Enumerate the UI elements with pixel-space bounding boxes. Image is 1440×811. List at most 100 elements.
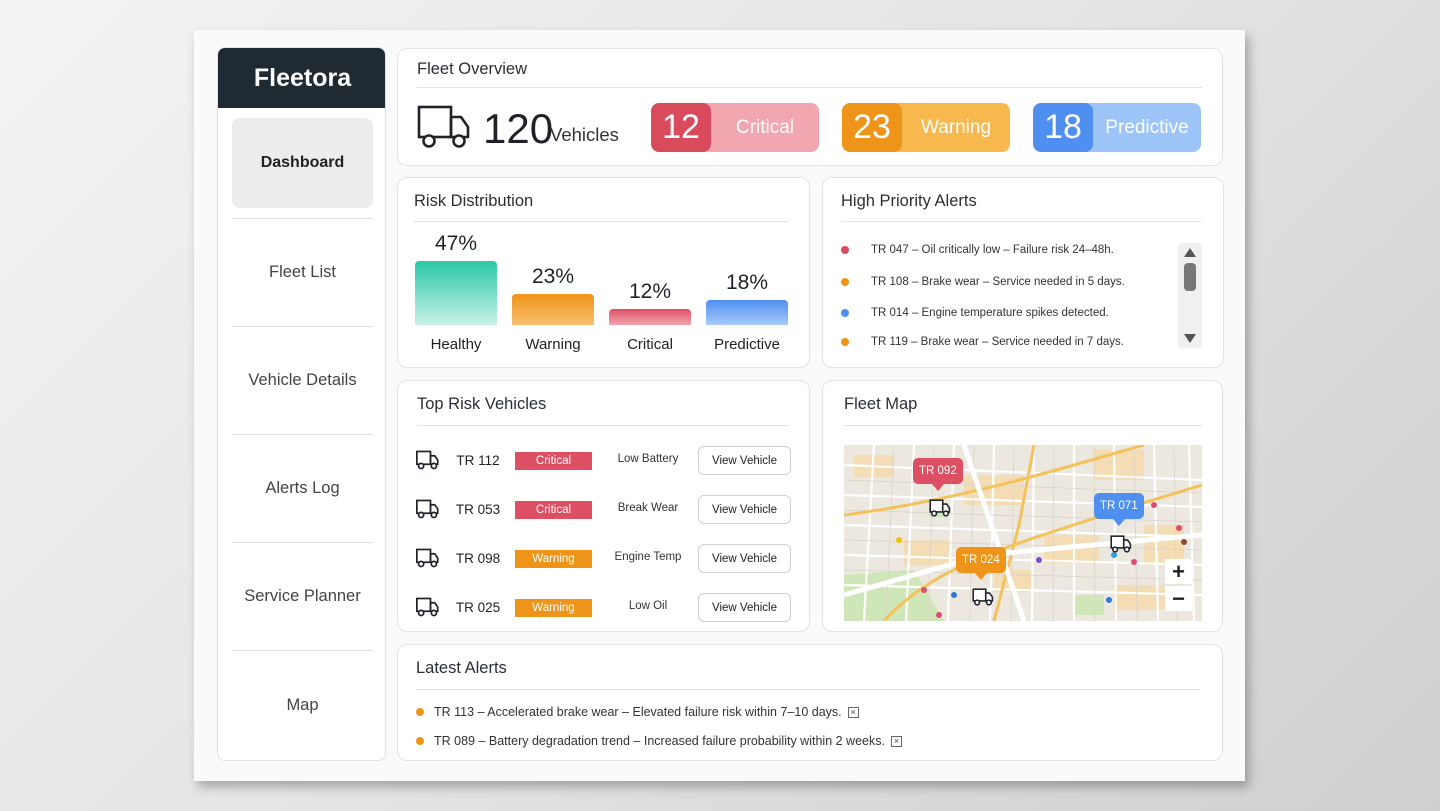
status-dot (841, 309, 849, 317)
status-dot (416, 737, 424, 745)
dismiss-icon[interactable]: × (847, 706, 859, 718)
truck-icon[interactable] (929, 499, 951, 522)
vehicle-id: TR 025 (455, 600, 501, 615)
fleet-overview-panel: Fleet Overview 120 Vehicles 12 Critical … (397, 48, 1223, 166)
pin-label: TR 071 (1100, 500, 1138, 512)
bar-predictive (706, 300, 788, 325)
scrollbar[interactable] (1178, 243, 1202, 348)
bar-value-label: 23% (531, 265, 575, 288)
map-pin-tr-092[interactable]: TR 092 (913, 458, 963, 491)
alert-item[interactable]: TR 047 – Oil critically low – Failure ri… (841, 244, 1114, 256)
bar-value-label: 47% (434, 232, 478, 255)
vehicle-id: TR 053 (455, 502, 501, 517)
map-pin-tr-071[interactable]: TR 071 (1094, 493, 1144, 526)
divider (416, 689, 1200, 690)
map-background (844, 445, 1202, 621)
alert-text: TR 108 – Brake wear – Service needed in … (871, 276, 1125, 288)
issue-text: Break Wear (617, 502, 679, 514)
issue-text: Low Oil (628, 600, 668, 612)
status-badge: Warning (515, 550, 592, 568)
bar-category-label: Healthy (430, 336, 482, 353)
critical-count: 12 (651, 103, 711, 152)
status-badge: Critical (515, 452, 592, 470)
sidebar-item-alerts-log[interactable]: Alerts Log (265, 478, 340, 497)
scroll-down-arrow-icon[interactable] (1184, 334, 1196, 343)
alert-item[interactable]: TR 089 – Battery degradation trend – Inc… (416, 734, 902, 748)
zoom-in-button[interactable]: + (1165, 559, 1192, 584)
divider (232, 650, 373, 651)
view-vehicle-button[interactable]: View Vehicle (698, 544, 791, 573)
app-window: Fleetora Dashboard Fleet List Vehicle De… (194, 30, 1245, 781)
predictive-count: 18 (1033, 103, 1093, 152)
risk-distribution-panel: Risk Distribution 47% Healthy 23% Warning 12… (397, 177, 810, 368)
bar-category-label: Critical (627, 336, 673, 353)
bar-healthy (415, 261, 497, 325)
view-vehicle-button[interactable]: View Vehicle (698, 593, 791, 622)
truck-icon (416, 499, 439, 524)
divider (232, 326, 373, 327)
truck-icon[interactable] (972, 588, 994, 611)
top-risk-vehicles-panel: Top Risk Vehicles TR 112 Critical Low Batt… (397, 380, 810, 632)
warning-count: 23 (842, 103, 902, 152)
alert-item[interactable]: TR 108 – Brake wear – Service needed in … (841, 276, 1125, 288)
divider (232, 434, 373, 435)
table-row: TR 053 Critical Break Wear View Vehicle (398, 495, 811, 525)
alert-item[interactable]: TR 119 – Brake wear – Service needed in … (841, 336, 1124, 348)
fleet-map-panel: Fleet Map (822, 380, 1223, 632)
status-dot (841, 278, 849, 286)
scroll-up-arrow-icon[interactable] (1184, 248, 1196, 257)
view-vehicle-button[interactable]: View Vehicle (698, 446, 791, 475)
panel-title: High Priority Alerts (841, 192, 977, 210)
scroll-thumb[interactable] (1184, 263, 1196, 291)
warning-label: Warning (920, 116, 992, 138)
alert-item[interactable]: TR 014 – Engine temperature spikes detec… (841, 307, 1109, 319)
divider (417, 87, 1202, 88)
critical-stat-card[interactable]: 12 Critical (651, 103, 819, 152)
pin-label: TR 024 (962, 554, 1000, 566)
warning-stat-card[interactable]: 23 Warning (842, 103, 1010, 152)
map-canvas[interactable]: TR 092 TR 071 TR 024 + − (844, 445, 1202, 621)
map-pin-tr-024[interactable]: TR 024 (956, 547, 1006, 580)
vehicle-count: 120 (483, 105, 554, 152)
status-dot (416, 708, 424, 716)
bar-category-label: Warning (525, 336, 581, 353)
high-priority-alerts-panel: High Priority Alerts TR 047 – Oil critic… (822, 177, 1224, 368)
truck-icon[interactable] (1110, 535, 1132, 558)
alert-text: TR 014 – Engine temperature spikes detec… (871, 307, 1109, 319)
divider (844, 425, 1202, 426)
latest-alerts-panel: Latest Alerts TR 113 – Accelerated brake… (397, 644, 1223, 761)
vehicle-count-label: Vehicles (550, 124, 619, 145)
divider (232, 542, 373, 543)
truck-icon (416, 548, 439, 573)
bar-value-label: 18% (725, 271, 769, 294)
sidebar-item-service-planner[interactable]: Service Planner (244, 586, 361, 605)
truck-icon (417, 104, 471, 155)
pin-label: TR 092 (919, 465, 957, 477)
sidebar-item-dashboard[interactable]: Dashboard (232, 118, 373, 208)
brand-logo: Fleetora (218, 48, 385, 108)
alert-item[interactable]: TR 113 – Accelerated brake wear – Elevat… (416, 705, 859, 719)
zoom-out-button[interactable]: − (1165, 586, 1192, 611)
vehicle-id: TR 098 (455, 551, 501, 566)
predictive-stat-card[interactable]: 18 Predictive (1033, 103, 1201, 152)
table-row: TR 098 Warning Engine Temp View Vehicle (398, 544, 811, 574)
dismiss-icon[interactable]: × (890, 735, 902, 747)
predictive-label: Predictive (1105, 116, 1189, 138)
panel-title: Top Risk Vehicles (417, 395, 547, 413)
alert-text: TR 119 – Brake wear – Service needed in … (871, 336, 1124, 348)
status-dot (841, 246, 849, 254)
critical-label: Critical (735, 116, 795, 138)
status-badge: Warning (515, 599, 592, 617)
bar-warning (512, 294, 594, 325)
alert-text: TR 089 – Battery degradation trend – Inc… (434, 734, 885, 748)
table-row: TR 112 Critical Low Battery View Vehicle (398, 446, 811, 476)
sidebar-item-vehicle-details[interactable]: Vehicle Details (248, 370, 357, 389)
sidebar-item-map[interactable]: Map (286, 695, 319, 714)
divider (414, 221, 788, 222)
issue-text: Low Battery (617, 453, 679, 465)
sidebar-item-fleet-list[interactable]: Fleet List (269, 262, 336, 281)
status-badge: Critical (515, 501, 592, 519)
issue-text: Engine Temp (614, 551, 682, 563)
sidebar: Fleetora Dashboard Fleet List Vehicle De… (217, 47, 386, 761)
view-vehicle-button[interactable]: View Vehicle (698, 495, 791, 524)
